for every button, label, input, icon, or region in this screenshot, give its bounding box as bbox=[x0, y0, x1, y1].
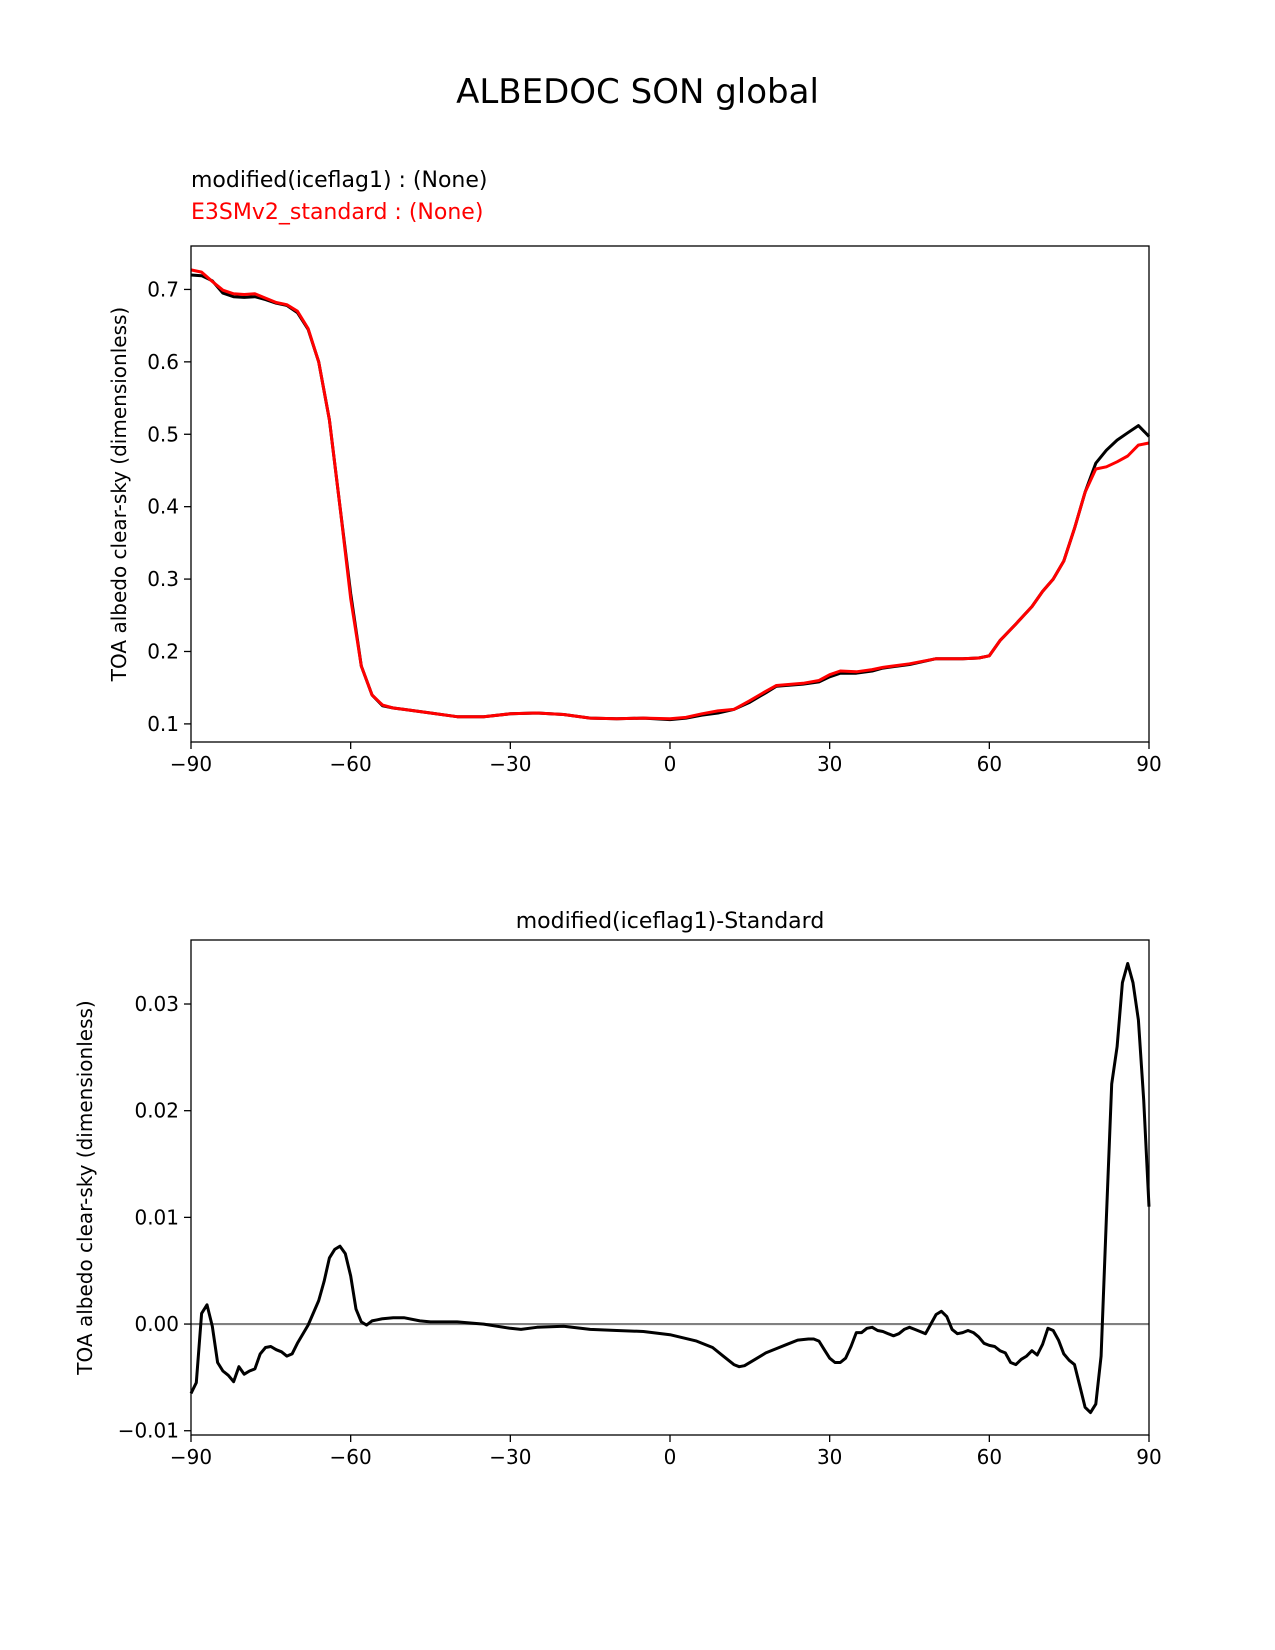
y-tick-label: 0.03 bbox=[134, 992, 179, 1016]
x-tick-label: −30 bbox=[489, 752, 531, 776]
top-panel: −90 −60 −30 0 30 60 90 0.1 0.2 0.3 0.4 0.5 0.6 0.7 TOA… bbox=[107, 245, 1162, 776]
axes-frame bbox=[190, 939, 1150, 1436]
series-line-modified-iceflag1- bbox=[190, 273, 1151, 722]
x-tick-label: −60 bbox=[330, 752, 372, 776]
y-axis-label: TOA albedo clear-sky (dimensionless) bbox=[107, 307, 131, 682]
y-tick-label: 0.02 bbox=[134, 1099, 179, 1123]
y-tick-label: 0.1 bbox=[147, 712, 179, 736]
y-tick-label: 0.5 bbox=[147, 422, 179, 446]
figure-title: ALBEDOC SON global bbox=[456, 72, 819, 112]
x-tick-label: 90 bbox=[1136, 1445, 1161, 1469]
bottom-panel: −90 −60 −30 0 30 60 90 −0.01 0.00 0.01 0.02 0.03 TOA… bbox=[73, 909, 1162, 1469]
y-tick-label: 0.2 bbox=[147, 639, 179, 663]
x-tick-label: 30 bbox=[817, 752, 842, 776]
x-tick-label: 90 bbox=[1136, 752, 1161, 776]
legend-test-label: modified(iceflag1) : (None) bbox=[191, 168, 488, 193]
x-tick-label: −90 bbox=[170, 752, 212, 776]
x-tick-label: 60 bbox=[977, 1445, 1002, 1469]
axes-frame bbox=[190, 245, 1150, 743]
y-tick-label: 0.01 bbox=[134, 1205, 179, 1229]
y-tick-label: −0.01 bbox=[118, 1419, 179, 1443]
x-tick-label: −30 bbox=[489, 1445, 531, 1469]
legend-reference-label: E3SMv2_standard : (None) bbox=[191, 200, 484, 225]
y-tick-label: 0.7 bbox=[147, 277, 179, 301]
x-tick-label: 30 bbox=[817, 1445, 842, 1469]
y-axis-label: TOA albedo clear-sky (dimensionless) bbox=[73, 1000, 97, 1375]
series-line-modified-iceflag1-standard bbox=[189, 962, 1151, 1415]
y-tick-label: 0.4 bbox=[147, 495, 179, 519]
y-tick-label: 0.00 bbox=[134, 1312, 179, 1336]
panel-title: modified(iceflag1)-Standard bbox=[516, 909, 825, 934]
y-tick-label: 0.6 bbox=[147, 350, 179, 374]
x-tick-label: 0 bbox=[664, 752, 677, 776]
x-tick-label: 60 bbox=[977, 752, 1002, 776]
x-tick-label: 0 bbox=[664, 1445, 677, 1469]
y-tick-label: 0.3 bbox=[147, 567, 179, 591]
series-line-e3smv2-standard bbox=[190, 268, 1150, 721]
x-tick-label: −90 bbox=[170, 1445, 212, 1469]
x-tick-label: −60 bbox=[330, 1445, 372, 1469]
